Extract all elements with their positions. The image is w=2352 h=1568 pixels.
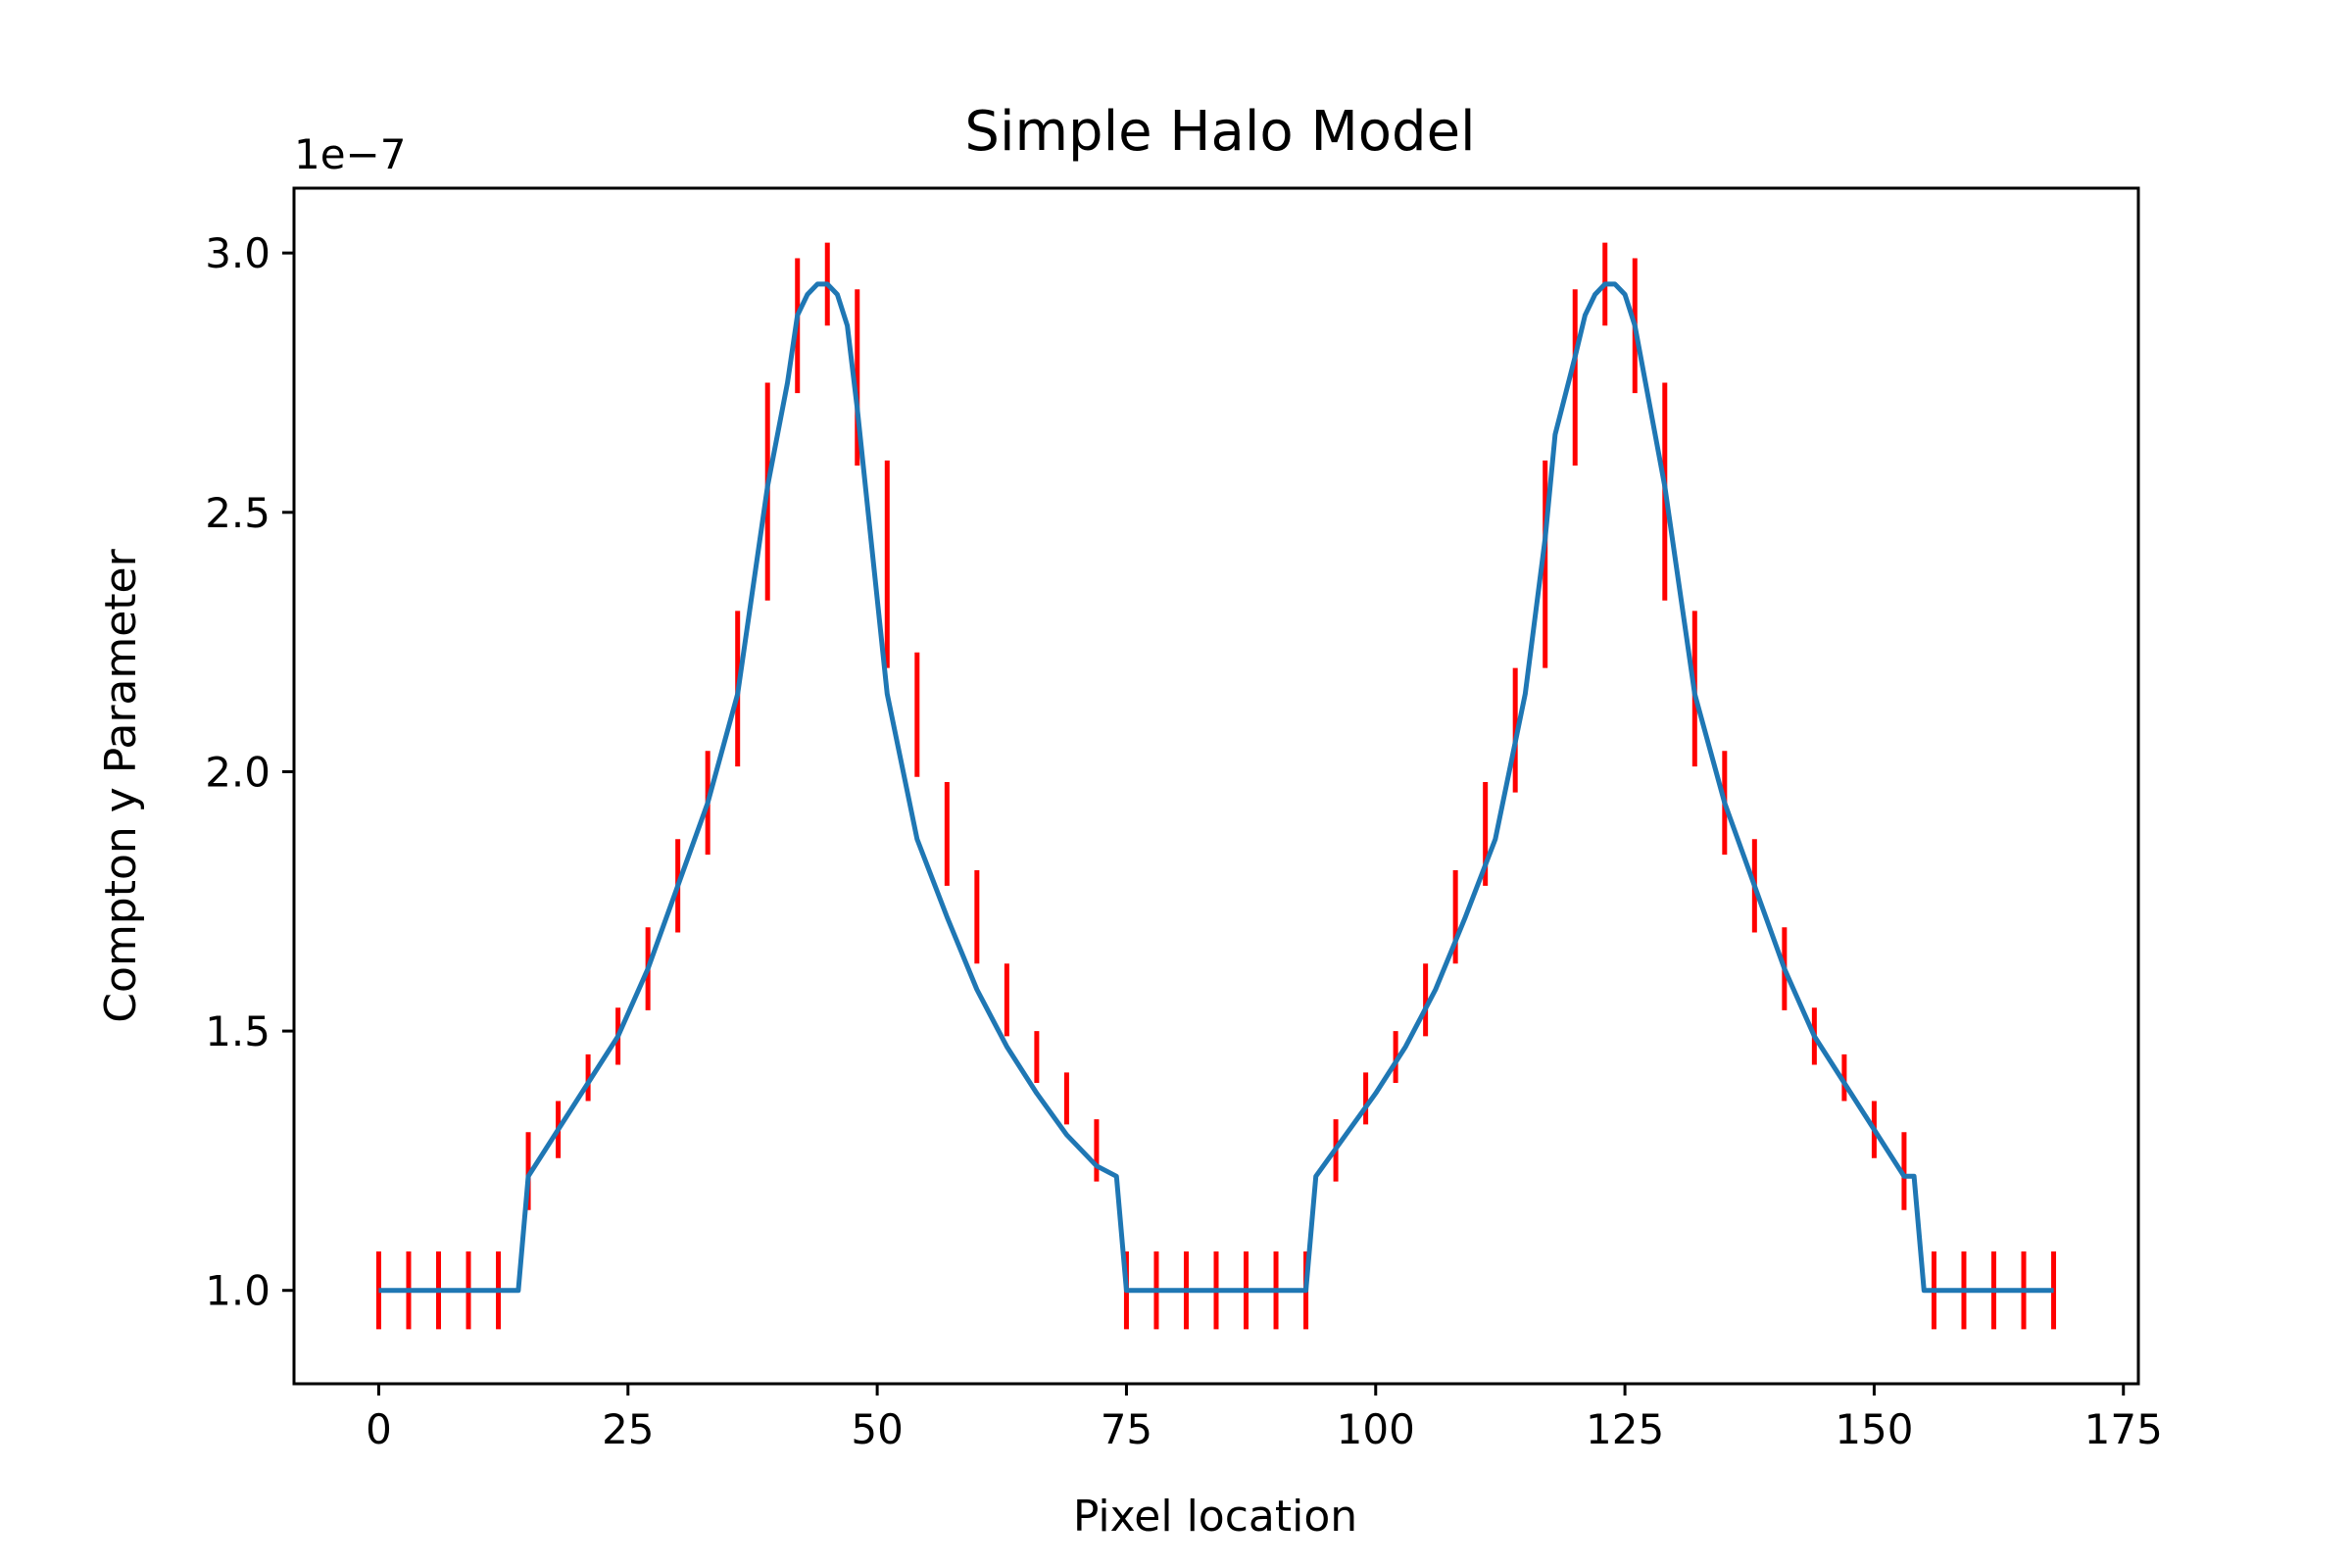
chart-title: Simple Halo Model (964, 100, 1475, 164)
y-axis-title: Compton y Parameter (96, 548, 146, 1022)
x-tick-label: 175 (2084, 1405, 2163, 1453)
x-axis: 0 25 50 75 100 125 150 175 (366, 1384, 2163, 1453)
y-offset-text: 1e−7 (294, 130, 406, 178)
y-tick-label: 2.0 (205, 748, 270, 796)
x-axis-title: Pixel location (1073, 1492, 1357, 1542)
x-tick-label: 50 (851, 1405, 903, 1453)
x-tick-label: 150 (1835, 1405, 1913, 1453)
x-tick-label: 25 (602, 1405, 654, 1453)
x-tick-label: 75 (1101, 1405, 1152, 1453)
y-tick-label: 3.0 (205, 229, 270, 277)
plot-area (292, 186, 2140, 1386)
y-tick-label: 1.5 (205, 1007, 270, 1055)
x-tick-label: 100 (1337, 1405, 1415, 1453)
y-axis: 1.0 1.5 2.0 2.5 3.0 (205, 229, 294, 1315)
axes-frame (292, 186, 2140, 1386)
y-tick-label: 2.5 (205, 489, 270, 537)
x-tick-label: 0 (366, 1405, 392, 1453)
x-tick-label: 125 (1586, 1405, 1664, 1453)
model-line (378, 281, 2054, 1294)
y-tick-label: 1.0 (205, 1267, 270, 1315)
